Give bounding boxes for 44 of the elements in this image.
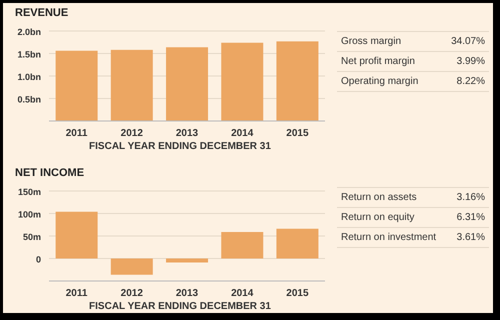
text: 3.99% bbox=[456, 56, 485, 67]
bar bbox=[221, 42, 264, 121]
text: 6.31% bbox=[456, 212, 485, 223]
x-axis-title: FISCAL YEAR ENDING DECEMBER 31 bbox=[88, 301, 272, 312]
y-tick-label: 100m bbox=[18, 210, 41, 220]
y-tick-label: 0 bbox=[36, 254, 41, 264]
x-tick-label: 2014 bbox=[231, 288, 254, 300]
bar bbox=[56, 50, 98, 121]
text: 8.22% bbox=[456, 76, 485, 87]
x-tick-label: 2012 bbox=[120, 288, 144, 300]
bar bbox=[56, 212, 98, 258]
x-tick-label: 2013 bbox=[176, 288, 199, 300]
x-tick-label: 2015 bbox=[286, 128, 309, 140]
text: 34.07% bbox=[451, 36, 485, 47]
text: 3.16% bbox=[456, 192, 485, 203]
bar bbox=[166, 47, 208, 121]
x-tick-label: 2014 bbox=[231, 128, 254, 140]
category-label: Operating margin bbox=[341, 76, 418, 87]
category-label: Net profit margin bbox=[341, 56, 415, 67]
bar bbox=[276, 228, 318, 258]
chart-title: REVENUE bbox=[15, 7, 70, 21]
x-tick-label: 2012 bbox=[120, 128, 144, 140]
y-tick-label: 1.5bn bbox=[17, 50, 41, 60]
category-label: Return on equity bbox=[341, 212, 414, 223]
bar bbox=[110, 258, 153, 275]
y-tick-label: 1.0bn bbox=[17, 72, 41, 82]
x-tick-label: 2015 bbox=[286, 288, 309, 300]
bar bbox=[110, 50, 153, 121]
chart-title: NET INCOME bbox=[15, 167, 86, 181]
y-tick-label: 150m bbox=[18, 187, 41, 197]
x-tick-label: 2011 bbox=[66, 288, 88, 300]
y-tick-label: 50m bbox=[22, 232, 41, 242]
bar bbox=[221, 232, 264, 258]
x-axis-title: FISCAL YEAR ENDING DECEMBER 31 bbox=[88, 141, 272, 152]
x-tick-label: 2011 bbox=[66, 128, 88, 140]
category-label: Gross margin bbox=[341, 36, 402, 47]
text: 3.61% bbox=[456, 232, 485, 243]
category-label: Return on assets bbox=[341, 192, 417, 203]
bar bbox=[276, 41, 318, 121]
y-tick-label: 2.0bn bbox=[17, 27, 41, 37]
bar bbox=[166, 258, 208, 263]
x-tick-label: 2013 bbox=[176, 128, 199, 140]
y-tick-label: 0.5bn bbox=[17, 94, 41, 104]
category-label: Return on investment bbox=[341, 232, 436, 243]
